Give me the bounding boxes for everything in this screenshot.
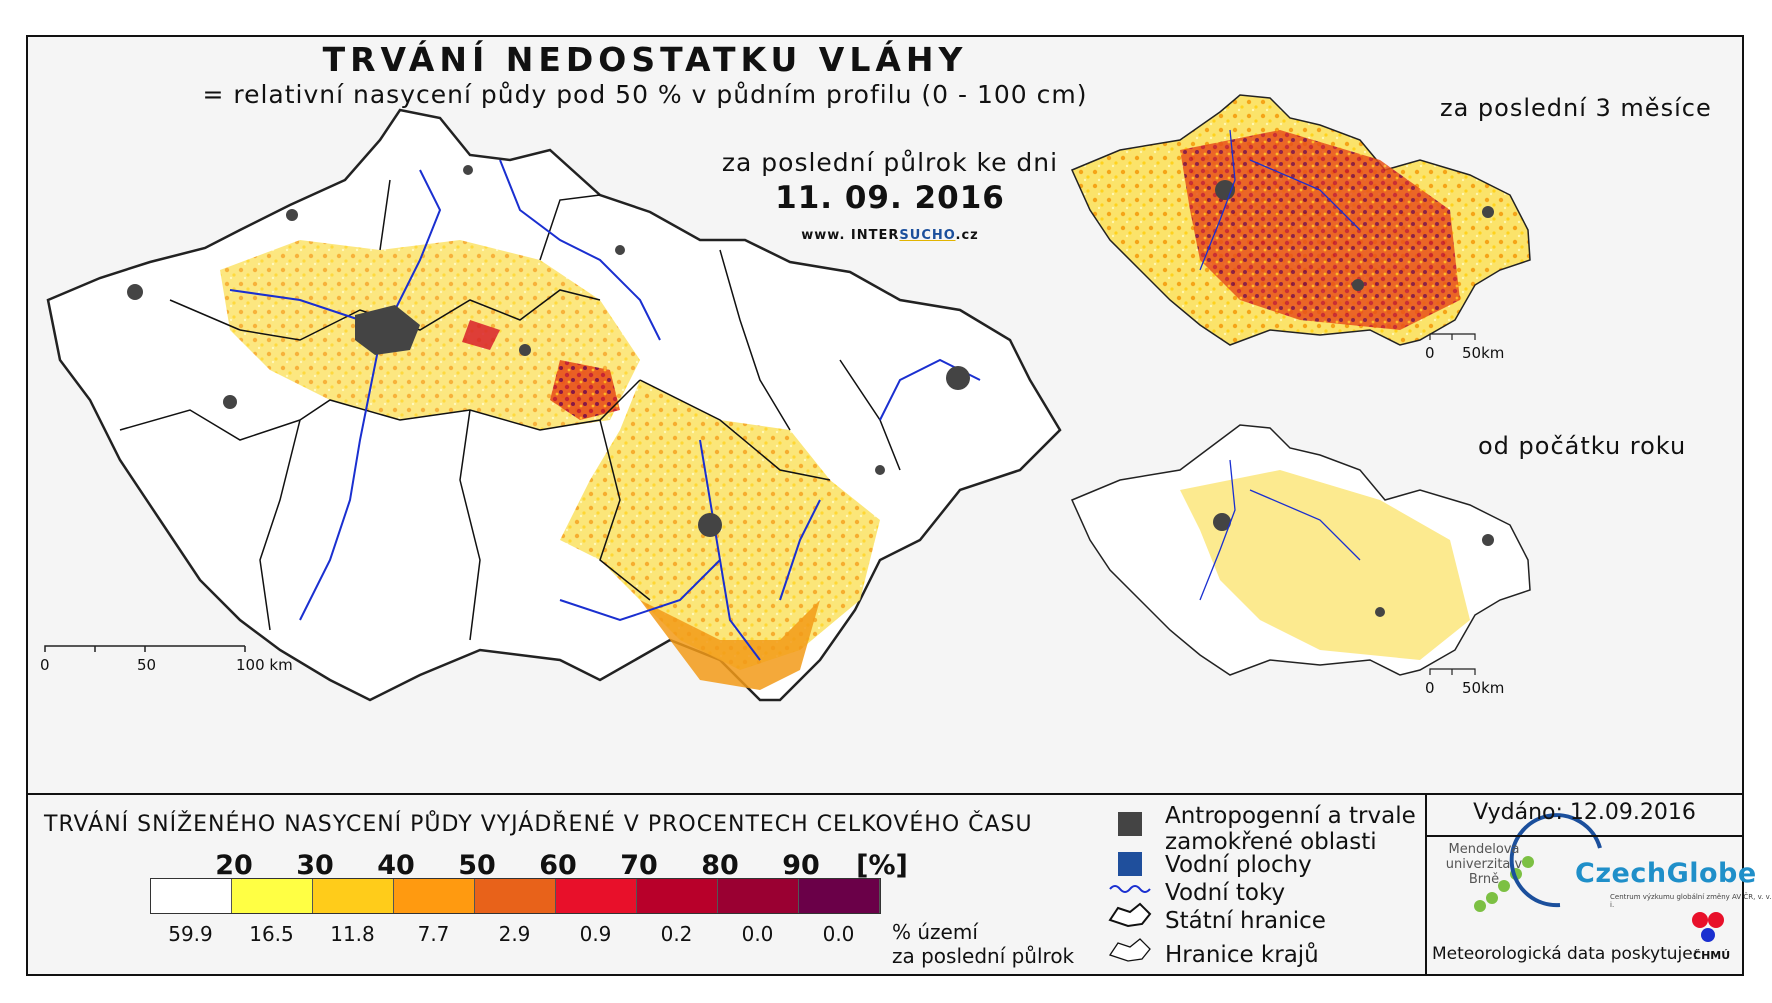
- inset-3-months-scale-50: 50km: [1462, 344, 1505, 362]
- state-border-symbol: [1108, 902, 1152, 928]
- czechglobe-logo-icon: [1509, 813, 1602, 908]
- threshold-30: 30: [296, 850, 334, 881]
- footer-separator-v: [1425, 793, 1427, 976]
- color-scale-bar: [150, 878, 881, 914]
- legend-anthropogenic: Antropogenní a trvale zamokřené oblasti: [1165, 803, 1416, 855]
- threshold-80: 80: [701, 850, 739, 881]
- site-mid: SUCHO: [899, 228, 956, 243]
- legend-rivers: Vodní toky: [1165, 880, 1286, 906]
- site-prefix: www. INTER: [801, 228, 900, 243]
- inset-3-months-scale-0: 0: [1425, 344, 1435, 362]
- pct-1: 16.5: [249, 922, 294, 946]
- pct-5: 0.9: [579, 922, 612, 946]
- inset-3-months-title: za poslední 3 měsíce: [1440, 94, 1712, 122]
- threshold-unit: [%]: [856, 850, 908, 881]
- color-box-7: [718, 879, 799, 913]
- chmu-logo-icon: [1692, 912, 1724, 942]
- meteo-provider-label: Meteorologická data poskytuje:: [1432, 944, 1699, 964]
- website-link[interactable]: www. INTERSUCHO.cz: [740, 228, 1040, 243]
- czechglobe-sub: Centrum výzkumu globální změny AV ČR, v.…: [1610, 893, 1772, 909]
- pct-0: 59.9: [168, 922, 213, 946]
- color-box-1: [232, 879, 313, 913]
- rivers: [229, 159, 981, 661]
- main-map: [46, 108, 1062, 702]
- date-label: 11. 09. 2016: [775, 180, 1005, 216]
- region-border-symbol: [1108, 938, 1151, 962]
- czechglobe-label: CzechGlobe: [1575, 858, 1757, 889]
- pct-note-line-2: za poslední půlrok: [892, 944, 1075, 968]
- hot-spot-north: [462, 320, 500, 350]
- threshold-40: 40: [377, 850, 415, 881]
- map-title: TRVÁNÍ NEDOSTATKU VLÁHY: [322, 40, 968, 79]
- period-label: za poslední půlrok ke dni: [721, 148, 1059, 177]
- legend-title: TRVÁNÍ SNÍŽENÉHO NASYCENÍ PŮDY VYJÁDŘENÉ…: [44, 812, 1033, 837]
- water-area-symbol: [1118, 852, 1142, 876]
- pct-note: % území za poslední půlrok: [892, 920, 1074, 968]
- chmu-label: ČHMÚ: [1693, 949, 1731, 962]
- pct-3: 7.7: [417, 922, 450, 946]
- mendel-label: Mendelova univerzita v Brně: [1445, 842, 1523, 887]
- threshold-60: 60: [539, 850, 577, 881]
- legend-anthropogenic-line-2: zamokřené oblasti: [1165, 829, 1377, 855]
- inset-3-months-map: [1070, 94, 1531, 346]
- hot-spot-central: [550, 360, 620, 420]
- color-box-3: [394, 879, 475, 913]
- legend-water-areas: Vodní plochy: [1165, 852, 1312, 878]
- pct-6: 0.2: [660, 922, 693, 946]
- river-symbol: [1109, 885, 1151, 893]
- inset-year-scale-50: 50km: [1462, 679, 1505, 697]
- map-subtitle: = relativní nasycení půdy pod 50 % v půd…: [202, 80, 1088, 109]
- urban-areas: [127, 165, 970, 537]
- main-scale-100: 100 km: [236, 656, 293, 674]
- main-scale-0: 0: [40, 656, 50, 674]
- inset-year-scale-0: 0: [1425, 679, 1435, 697]
- color-box-2: [313, 879, 394, 913]
- site-suffix: .cz: [955, 228, 979, 243]
- threshold-20: 20: [215, 850, 253, 881]
- legend-state-border: Státní hranice: [1165, 908, 1326, 934]
- main-scale-50: 50: [137, 656, 157, 674]
- dry-area-south-moravia: [640, 600, 820, 690]
- pct-7: 0.0: [741, 922, 774, 946]
- dry-area-bohemia: [220, 240, 640, 430]
- pct-note-line-1: % území: [892, 920, 978, 944]
- pct-8: 0.0: [822, 922, 855, 946]
- legend-panel: [26, 793, 1744, 976]
- pct-4: 2.9: [498, 922, 531, 946]
- issued-date: Vydáno: 12.09.2016: [1473, 800, 1696, 825]
- color-box-4: [475, 879, 556, 913]
- pct-2: 11.8: [330, 922, 375, 946]
- color-box-6: [637, 879, 718, 913]
- threshold-70: 70: [620, 850, 658, 881]
- anthropogenic-symbol: [1118, 812, 1142, 836]
- inset-since-year-start-map: [1070, 424, 1531, 676]
- color-box-8: [799, 879, 880, 913]
- footer-separator-h: [1425, 835, 1744, 837]
- legend-anthropogenic-line-1: Antropogenní a trvale: [1165, 803, 1416, 829]
- color-box-0: [151, 879, 232, 913]
- threshold-90: 90: [782, 850, 820, 881]
- inset-year-title: od počátku roku: [1478, 432, 1687, 460]
- color-box-5: [556, 879, 637, 913]
- legend-region-border: Hranice krajů: [1165, 942, 1319, 968]
- threshold-50: 50: [458, 850, 496, 881]
- main-scale-bar: [44, 645, 246, 652]
